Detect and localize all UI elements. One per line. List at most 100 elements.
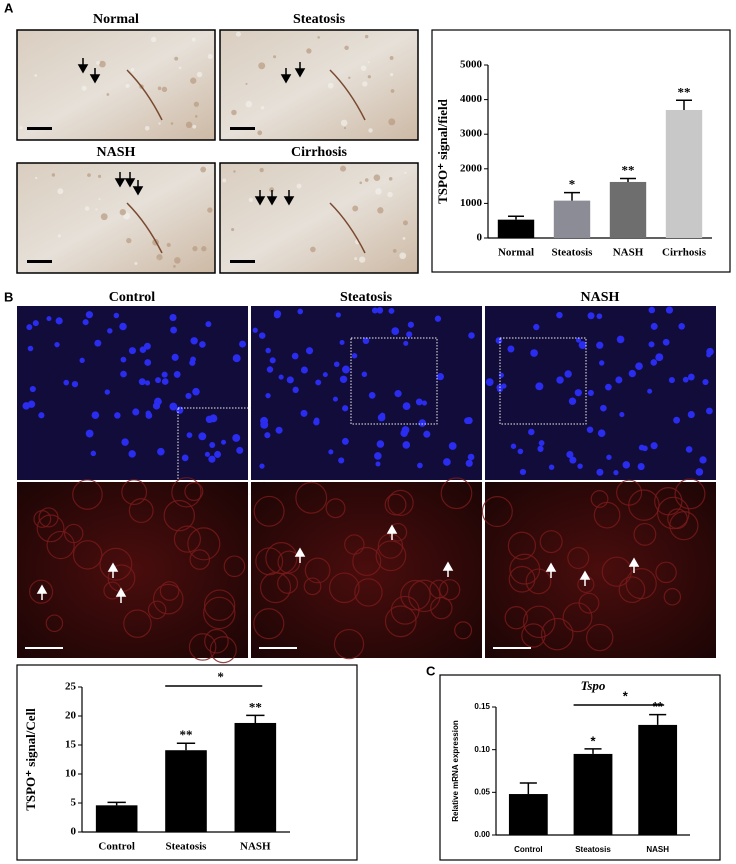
arrow bbox=[254, 190, 266, 206]
nucleus bbox=[575, 337, 582, 343]
nucleus bbox=[615, 376, 623, 384]
arrow bbox=[386, 524, 398, 540]
micrograph-label: NASH bbox=[581, 290, 620, 305]
membrane bbox=[36, 514, 65, 543]
membrane bbox=[29, 579, 54, 604]
nucleus bbox=[120, 370, 127, 378]
texture bbox=[354, 257, 358, 261]
nucleus bbox=[128, 450, 136, 458]
nucleus bbox=[535, 382, 544, 391]
nucleus bbox=[173, 370, 181, 378]
texture bbox=[390, 73, 394, 77]
nucleus bbox=[79, 357, 85, 364]
nucleus bbox=[342, 405, 349, 412]
significance: ** bbox=[678, 84, 691, 99]
texture bbox=[245, 100, 253, 108]
x-tick-label: Control bbox=[514, 845, 542, 854]
nucleus bbox=[379, 412, 386, 419]
texture bbox=[402, 236, 406, 240]
nucleus bbox=[27, 345, 34, 352]
bar bbox=[665, 109, 703, 238]
nucleus bbox=[568, 397, 577, 405]
texture bbox=[296, 183, 302, 189]
nucleus bbox=[333, 361, 340, 368]
nucleus bbox=[239, 340, 246, 348]
nucleus bbox=[214, 450, 222, 458]
nucleus bbox=[574, 389, 582, 397]
texture bbox=[259, 167, 264, 173]
nucleus bbox=[170, 326, 178, 334]
nucleus bbox=[169, 402, 178, 411]
texture bbox=[192, 124, 197, 129]
error-bar bbox=[675, 99, 693, 110]
nucleus bbox=[706, 347, 714, 356]
texture bbox=[192, 246, 198, 252]
scale-bar bbox=[25, 647, 63, 649]
texture bbox=[360, 65, 367, 71]
membrane bbox=[253, 495, 285, 527]
texture bbox=[126, 237, 132, 244]
nucleus bbox=[533, 323, 540, 331]
nucleus bbox=[55, 317, 63, 325]
texture bbox=[35, 176, 38, 180]
texture bbox=[389, 56, 394, 60]
arrow bbox=[107, 562, 119, 578]
membrane bbox=[152, 583, 184, 615]
nucleus bbox=[208, 455, 216, 463]
nucleus bbox=[578, 341, 587, 350]
nucleus bbox=[113, 312, 120, 319]
texture bbox=[235, 31, 241, 37]
arrow bbox=[294, 547, 306, 563]
nucleus bbox=[642, 445, 648, 452]
texture bbox=[352, 205, 359, 212]
texture bbox=[134, 261, 138, 265]
bar bbox=[508, 794, 548, 835]
texture bbox=[222, 178, 227, 183]
error-bar bbox=[507, 215, 525, 220]
nucleus bbox=[181, 454, 189, 462]
arrow bbox=[579, 570, 591, 586]
membrane bbox=[46, 530, 75, 560]
texture bbox=[125, 83, 130, 88]
texture bbox=[130, 67, 135, 72]
y-tick-label: 0.10 bbox=[474, 745, 490, 754]
nucleus bbox=[587, 389, 594, 396]
y-tick-label: 2000 bbox=[460, 162, 483, 174]
comparison-label: * bbox=[217, 669, 224, 684]
vessel bbox=[329, 69, 366, 121]
chart-frame bbox=[439, 674, 721, 861]
texture bbox=[399, 252, 407, 260]
nucleus bbox=[388, 308, 395, 314]
nucleus bbox=[192, 387, 200, 396]
nucleus bbox=[587, 312, 595, 320]
texture bbox=[359, 181, 363, 185]
micrograph-label: Cirrhosis bbox=[291, 145, 348, 160]
texture bbox=[99, 60, 106, 68]
nucleus bbox=[144, 359, 152, 366]
nucleus bbox=[152, 402, 161, 410]
nucleus bbox=[300, 366, 308, 374]
nucleus bbox=[556, 311, 563, 319]
nucleus bbox=[647, 388, 653, 394]
zoom-box bbox=[499, 337, 587, 425]
error-bar bbox=[619, 177, 637, 182]
error-bar bbox=[176, 742, 196, 751]
bar bbox=[95, 805, 138, 832]
nucleus bbox=[648, 306, 656, 314]
y-tick-label: 5000 bbox=[460, 59, 483, 71]
vessel bbox=[126, 69, 163, 121]
scale-bar bbox=[27, 127, 52, 130]
nucleus bbox=[94, 339, 102, 347]
y-tick-label: 1000 bbox=[460, 197, 483, 209]
micrograph-label: Normal bbox=[93, 12, 139, 27]
texture bbox=[402, 220, 408, 226]
nucleus bbox=[650, 322, 658, 330]
nucleus bbox=[673, 416, 681, 424]
nucleus bbox=[278, 374, 284, 380]
nucleus bbox=[338, 457, 345, 464]
nucleus bbox=[635, 362, 643, 371]
y-tick-label: 3000 bbox=[460, 128, 483, 140]
membrane bbox=[667, 508, 688, 530]
nucleus bbox=[510, 443, 517, 449]
texture bbox=[57, 188, 64, 195]
